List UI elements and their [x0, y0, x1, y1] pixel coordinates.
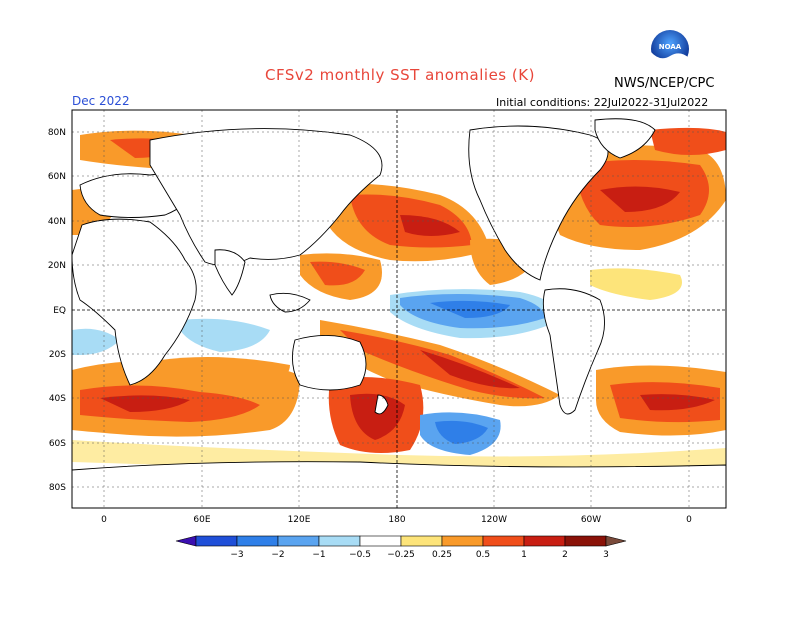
colorbar-segment [236, 535, 279, 547]
initial-conditions-label: Initial conditions: 22Jul2022-31Jul2022 [496, 96, 709, 109]
noaa-logo-icon: NOAA [650, 30, 689, 75]
valid-month-label: Dec 2022 [72, 94, 130, 108]
map-panel [72, 110, 726, 508]
lat-label: 80S [49, 483, 66, 493]
colorbar-tick-label: 0.5 [476, 550, 490, 560]
colorbar-tick-label: −2 [271, 550, 284, 560]
anomaly-field [72, 127, 726, 475]
lon-label: 180 [388, 515, 405, 525]
lat-label: EQ [53, 306, 66, 316]
lat-label: 40S [49, 394, 66, 404]
colorbar-tick-label: −0.25 [387, 550, 415, 560]
colorbar-segment [195, 535, 238, 547]
colorbar-tick-label: −3 [230, 550, 243, 560]
longitude-labels: 0 60E 120E 180 120W 60W 0 [101, 515, 692, 525]
graticule [72, 110, 726, 508]
logo-text: NOAA [659, 43, 682, 51]
lon-label: 120E [288, 515, 311, 525]
map-title: CFSv2 monthly SST anomalies (K) [265, 66, 535, 84]
lat-label: 40N [48, 217, 66, 227]
map-frame [71, 109, 727, 509]
colorbar-tick-label: 1 [521, 550, 527, 560]
lat-label: 60S [49, 439, 66, 449]
colorbar-high-triangle [605, 535, 627, 547]
latitude-labels: 80N 60N 40N 20N EQ 20S 40S 60S 80S [48, 128, 66, 493]
agency-label: NWS/NCEP/CPC [614, 76, 715, 91]
colorbar-tick-label: −0.5 [349, 550, 371, 560]
colorbar-tick-label: −1 [312, 550, 325, 560]
lat-label: 20N [48, 261, 66, 271]
colorbar-segment [277, 535, 320, 547]
colorbar-segment [564, 535, 607, 547]
continents [72, 118, 726, 508]
lon-label: 60E [193, 515, 210, 525]
colorbar: −3 −2 −1 −0.5 −0.25 0.25 0.5 1 2 3 [175, 535, 627, 560]
lat-label: 80N [48, 128, 66, 138]
lon-label: 120W [481, 515, 507, 525]
lat-label: 60N [48, 172, 66, 182]
lat-label: 20S [49, 350, 66, 360]
colorbar-segment [359, 535, 402, 547]
colorbar-tick-label: 2 [562, 550, 568, 560]
lon-label: 60W [581, 515, 601, 525]
colorbar-segment [482, 535, 525, 547]
lon-label: 0 [101, 515, 107, 525]
lon-label: 0 [686, 515, 692, 525]
colorbar-segment [523, 535, 566, 547]
colorbar-segment [318, 535, 361, 547]
colorbar-segment [441, 535, 484, 547]
colorbar-tick-label: 0.25 [432, 550, 452, 560]
colorbar-segment [400, 535, 443, 547]
colorbar-tick-label: 3 [603, 550, 609, 560]
equator-dateline [72, 110, 726, 508]
colorbar-low-triangle [175, 535, 197, 547]
